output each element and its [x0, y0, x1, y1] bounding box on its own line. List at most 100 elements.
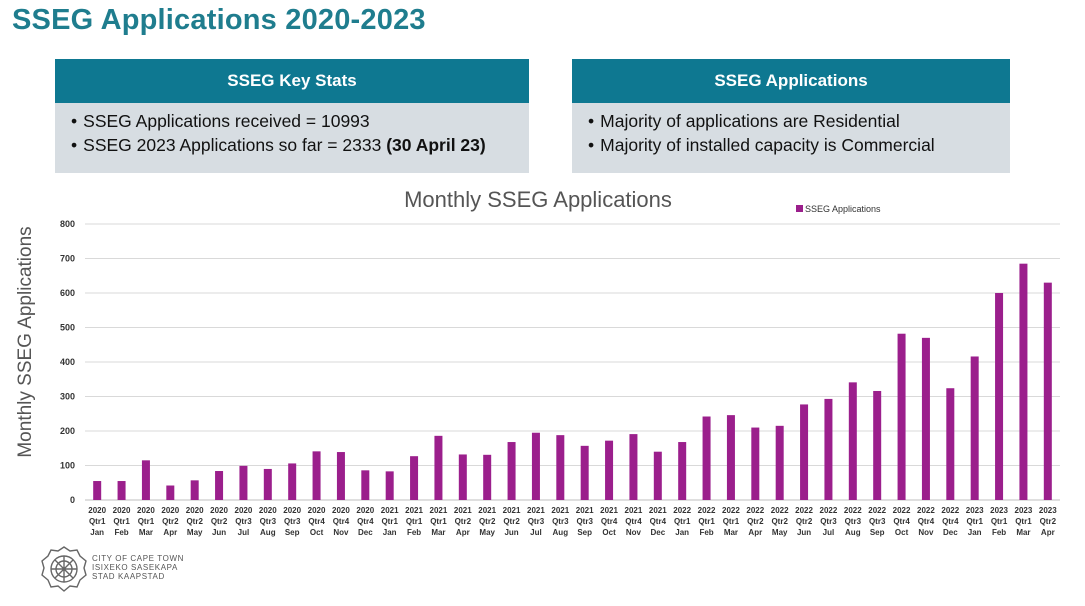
- x-tick-label: Nov: [626, 528, 642, 537]
- bar: [751, 427, 760, 500]
- x-tick-label: 2020: [259, 506, 277, 515]
- key-stats-line-2: • SSEG 2023 Applications so far = 2333 (3…: [71, 133, 529, 157]
- x-tick-label: 2021: [454, 506, 472, 515]
- applications-line-2: • Majority of installed capacity is Comme…: [588, 133, 1010, 157]
- x-tick-label: Dec: [943, 528, 958, 537]
- x-tick-label: Jul: [530, 528, 542, 537]
- x-tick-label: 2023: [966, 506, 984, 515]
- x-tick-label: Sep: [577, 528, 592, 537]
- key-stats-line-1: • SSEG Applications received = 10993: [71, 109, 529, 133]
- bar: [726, 415, 735, 500]
- bar: [410, 456, 419, 500]
- x-tick-label: 2020: [235, 506, 253, 515]
- bar: [263, 468, 272, 500]
- bar: [1019, 263, 1028, 500]
- x-tick-label: 2021: [478, 506, 496, 515]
- x-tick-label: Qtr2: [162, 517, 179, 526]
- logo-line-2: ISIXEKO SASEKAPA: [92, 563, 178, 572]
- bar: [190, 480, 199, 500]
- x-tick-label: Mar: [139, 528, 153, 537]
- bar: [775, 425, 784, 500]
- x-tick-label: Qtr1: [381, 517, 398, 526]
- x-tick-label: Apr: [456, 528, 470, 537]
- x-tick-label: Qtr1: [406, 517, 423, 526]
- x-tick-label: Qtr3: [260, 517, 277, 526]
- x-tick-label: 2021: [381, 506, 399, 515]
- bullet-icon: •: [71, 111, 78, 131]
- applications-panel: SSEG Applications • Majority of applicati…: [572, 59, 1010, 173]
- bar: [336, 452, 345, 500]
- x-tick-label: Qtr1: [723, 517, 740, 526]
- x-tick-label: 2022: [820, 506, 838, 515]
- key-stats-body: • SSEG Applications received = 10993 • SSE…: [55, 103, 529, 173]
- applications-header: SSEG Applications: [572, 59, 1010, 103]
- x-tick-label: Jun: [504, 528, 518, 537]
- x-tick-label: Sep: [870, 528, 885, 537]
- x-tick-label: 2021: [503, 506, 521, 515]
- bar: [507, 442, 516, 500]
- x-tick-label: Oct: [602, 528, 616, 537]
- bar: [678, 442, 687, 500]
- x-tick-label: Jan: [90, 528, 104, 537]
- key-stats-header: SSEG Key Stats: [55, 59, 529, 103]
- residential-text: Majority of applications are Residential: [600, 111, 900, 131]
- y-tick-label: 700: [60, 254, 75, 264]
- x-tick-label: 2020: [210, 506, 228, 515]
- chart-title: Monthly SSEG Applications: [404, 187, 672, 212]
- x-tick-label: Mar: [724, 528, 738, 537]
- x-tick-label: Qtr2: [479, 517, 496, 526]
- x-tick-label: Aug: [260, 528, 276, 537]
- bar: [629, 434, 638, 500]
- bar: [93, 481, 102, 500]
- bar: [141, 460, 150, 500]
- x-tick-label: Qtr3: [284, 517, 301, 526]
- x-tick-label: 2021: [527, 506, 545, 515]
- x-tick-label: Oct: [895, 528, 909, 537]
- x-tick-label: Qtr4: [650, 517, 667, 526]
- x-tick-label: Jan: [383, 528, 397, 537]
- x-tick-label: Nov: [918, 528, 934, 537]
- x-tick-label: 2022: [893, 506, 911, 515]
- x-tick-label: 2022: [844, 506, 862, 515]
- x-tick-label: Jun: [797, 528, 811, 537]
- x-tick-label: Apr: [748, 528, 762, 537]
- bar: [800, 404, 809, 500]
- x-tick-label: Qtr1: [430, 517, 447, 526]
- x-tick-label: 2020: [137, 506, 155, 515]
- x-tick-label: Qtr1: [138, 517, 155, 526]
- bar: [702, 416, 711, 500]
- x-tick-label: Qtr3: [576, 517, 593, 526]
- x-tick-label: Jul: [238, 528, 250, 537]
- x-tick-label: 2021: [649, 506, 667, 515]
- x-tick-label: Feb: [699, 528, 713, 537]
- x-tick-label: 2022: [917, 506, 935, 515]
- bar: [239, 465, 248, 500]
- x-tick-label: 2021: [551, 506, 569, 515]
- x-tick-label: Feb: [992, 528, 1006, 537]
- bar: [312, 451, 321, 500]
- x-tick-label: 2023: [990, 506, 1008, 515]
- legend-label: SSEG Applications: [805, 204, 881, 214]
- x-tick-label: 2021: [576, 506, 594, 515]
- logo-line-1: CITY OF CAPE TOWN: [92, 554, 184, 563]
- bar: [215, 471, 224, 500]
- x-tick-label: 2020: [356, 506, 374, 515]
- chart-legend: SSEG Applications: [796, 204, 881, 214]
- x-tick-label: Qtr2: [1040, 517, 1057, 526]
- x-tick-label: 2022: [698, 506, 716, 515]
- bar: [458, 454, 467, 500]
- x-tick-label: Apr: [163, 528, 177, 537]
- bar: [897, 333, 906, 500]
- x-tick-label: Oct: [310, 528, 324, 537]
- x-tick-label: 2022: [941, 506, 959, 515]
- x-tick-labels: 2020 Qtr1 Jan 2020 Qtr1 Feb 2020 Qtr1 Mar 2020 Qtr…: [88, 506, 1057, 537]
- x-tick-label: Qtr3: [869, 517, 886, 526]
- y-tick-label: 800: [60, 219, 75, 229]
- bar: [166, 485, 175, 500]
- x-tick-label: Qtr1: [698, 517, 715, 526]
- x-tick-label: 2020: [332, 506, 350, 515]
- x-tick-label: Qtr2: [455, 517, 472, 526]
- x-tick-label: Qtr3: [845, 517, 862, 526]
- bar: [361, 470, 370, 500]
- applications-2023-text: SSEG 2023 Applications so far = 2333: [83, 135, 387, 155]
